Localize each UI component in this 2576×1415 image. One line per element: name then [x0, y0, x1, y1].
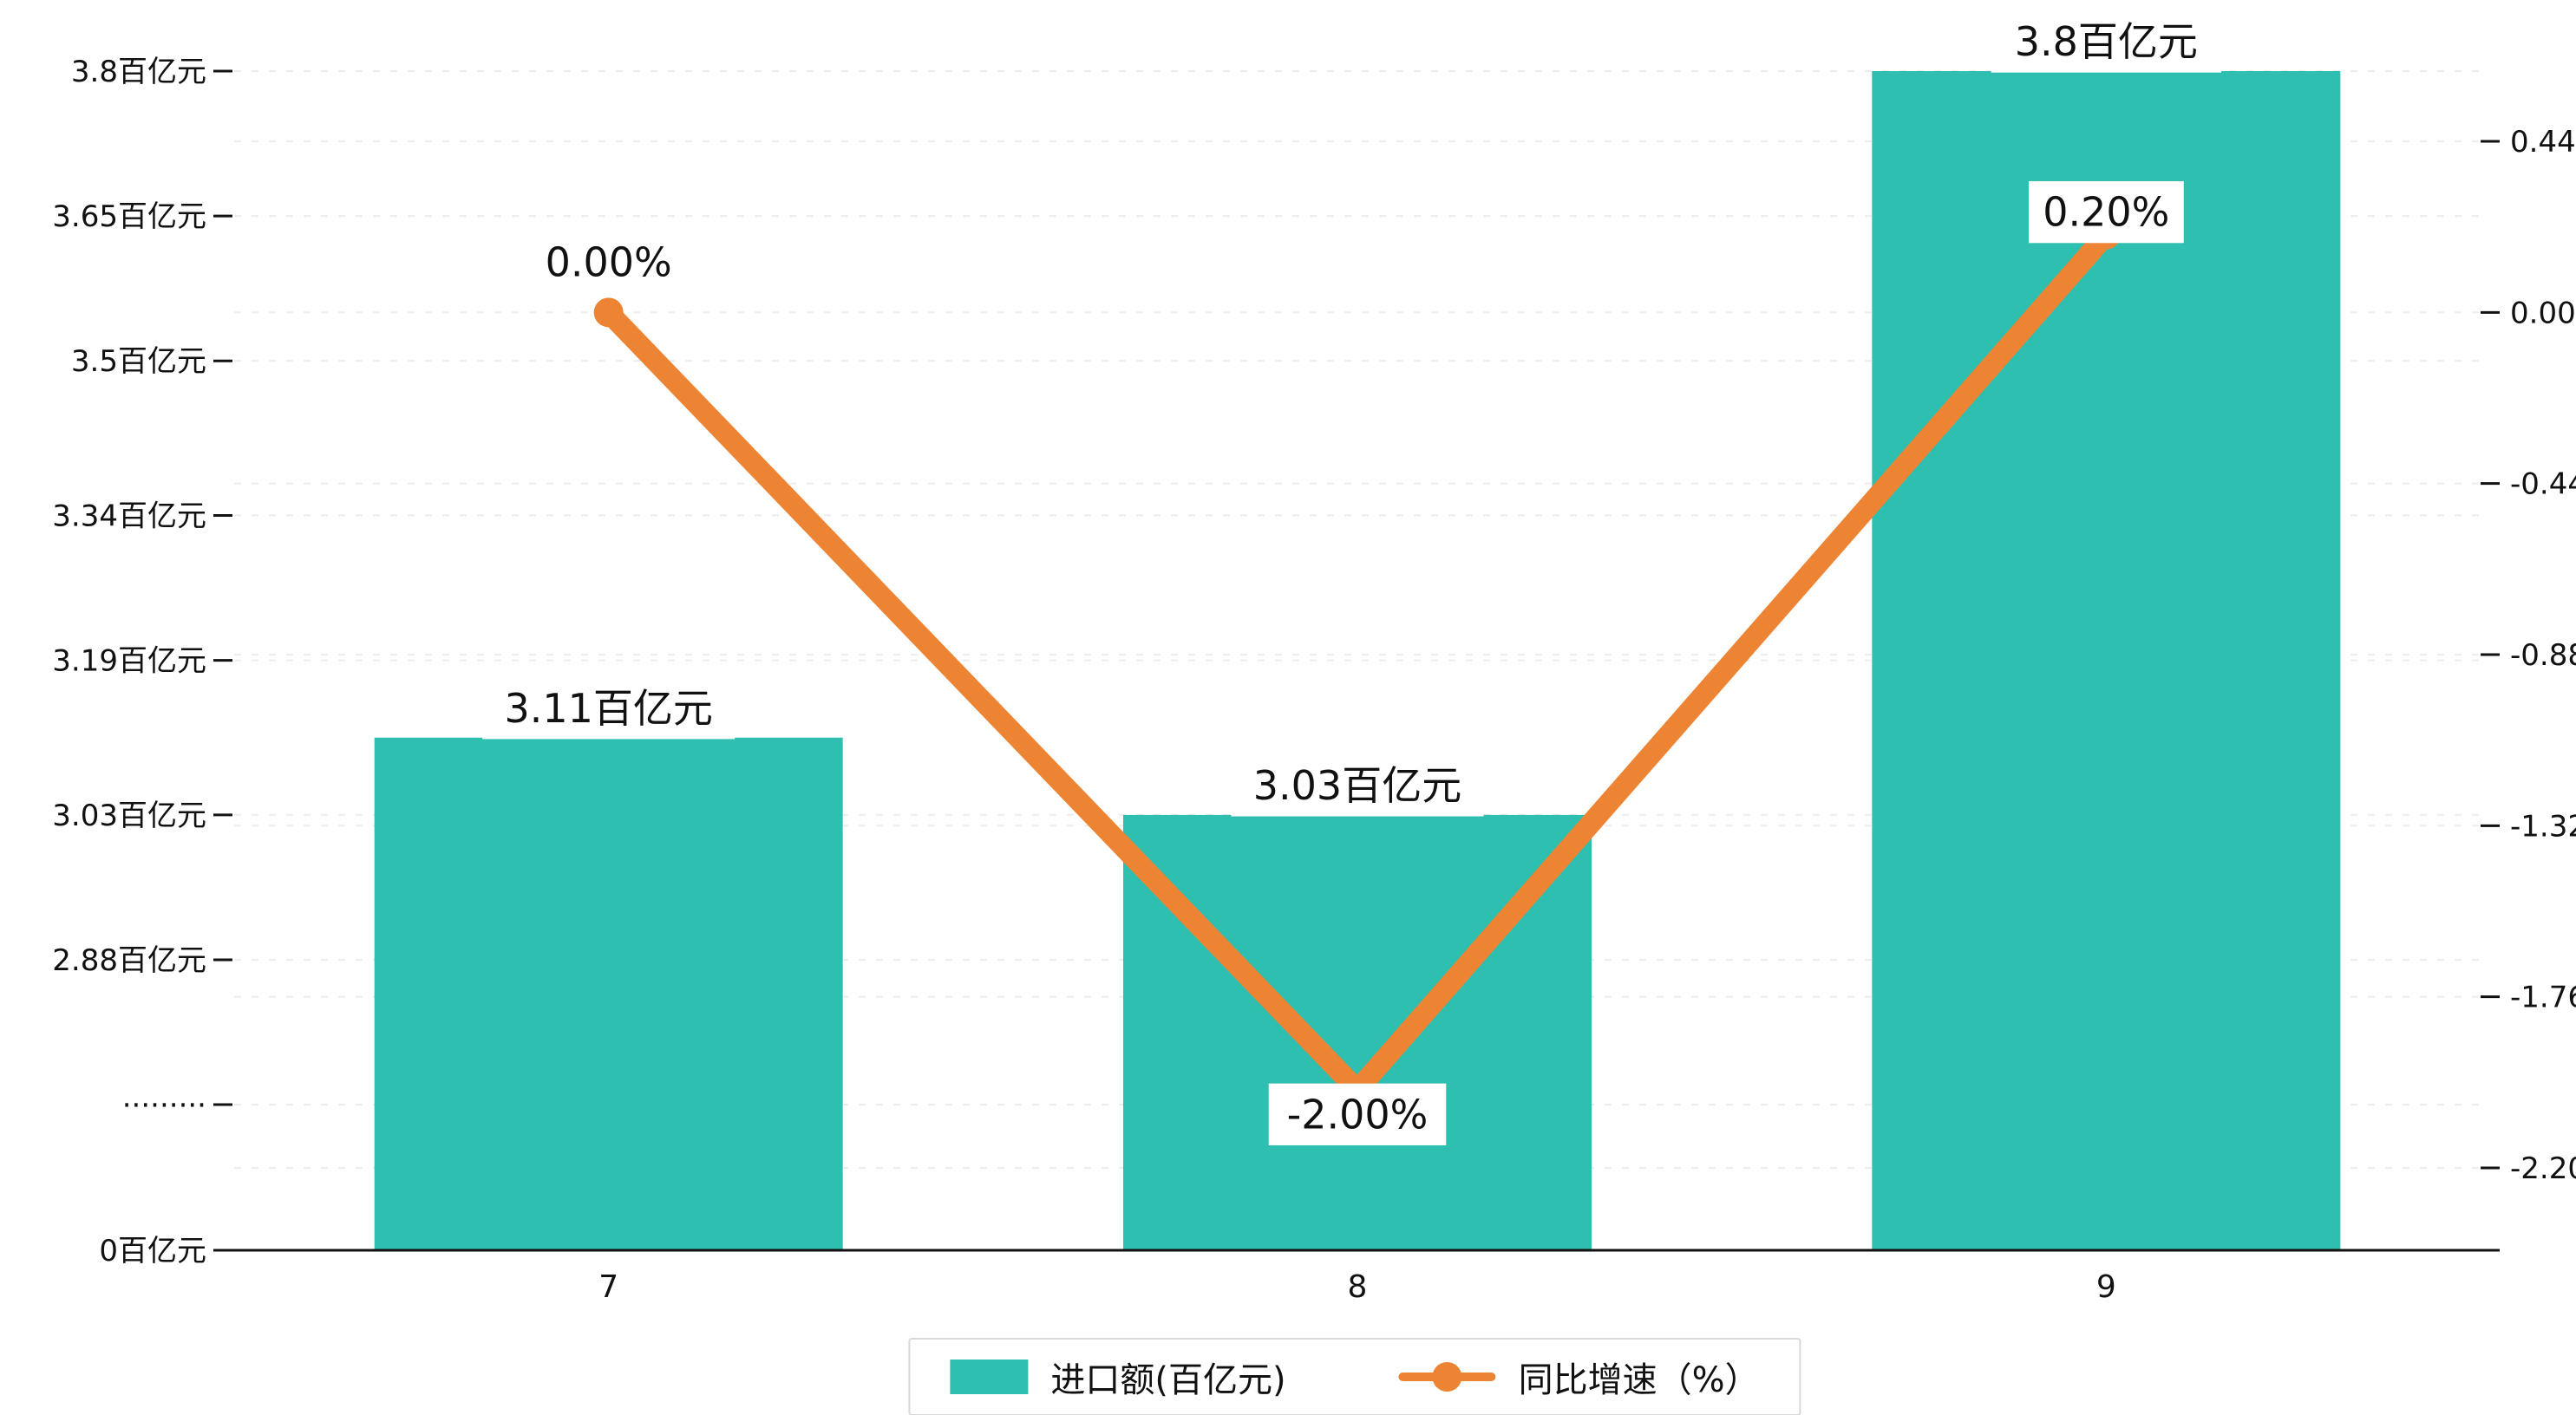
- legend: 进口额(百亿元) 同比增速（%）: [908, 1338, 1801, 1415]
- left-axis-tick-label: 2.88百亿元: [52, 943, 206, 978]
- left-axis-tick-label: ·········: [122, 1088, 206, 1123]
- right-axis-tick-label: -0.44: [2510, 467, 2576, 502]
- tick-labels: 3.8百亿元 3.65百亿元 3.5百亿元 3.34百亿元 3.19百亿元 3.03百亿元…: [52, 55, 2576, 1305]
- right-axis-tick-label: 0.00: [2510, 296, 2576, 330]
- data-label: 0.20%: [2043, 189, 2169, 236]
- x-axis-tick-label: 8: [1348, 1269, 1368, 1305]
- bar-swatch-icon: [950, 1360, 1029, 1394]
- left-axis-tick-label: 3.03百亿元: [52, 799, 206, 833]
- left-axis-tick-label: 3.19百亿元: [52, 644, 206, 679]
- legend-label-growth: 同比增速（%）: [1518, 1360, 1760, 1400]
- bar-series: [374, 71, 2341, 1250]
- right-axis-tick-label: 0.44: [2510, 125, 2576, 160]
- data-label-bg: [2028, 180, 2184, 244]
- line-point-marker: [593, 297, 624, 328]
- legend-dot-glyph: [1432, 1362, 1462, 1392]
- right-axis-tick-label: -0.88: [2510, 638, 2576, 673]
- bar: [1872, 71, 2341, 1250]
- left-axis-tick-label: 3.8百亿元: [71, 55, 206, 89]
- data-label-bg: [1268, 1083, 1447, 1145]
- legend-label-imports: 进口额(百亿元): [1050, 1360, 1286, 1400]
- left-axis-tick-label: 3.5百亿元: [71, 344, 206, 379]
- bar: [1123, 814, 1592, 1250]
- left-axis-tick-label: 3.65百亿元: [52, 199, 206, 234]
- data-label-bg: [482, 677, 736, 740]
- legend-item-imports: 进口额(百亿元): [950, 1352, 1286, 1402]
- left-axis-tick-label: 0百亿元: [99, 1234, 206, 1268]
- right-axis-tick-label: -1.32: [2510, 809, 2576, 844]
- data-labels: 3.11百亿元 3.03百亿元 3.8百亿元 0.00% -2.00% 0.20%: [482, 10, 2221, 1145]
- right-axis-tick-label: -1.76: [2510, 981, 2576, 1015]
- data-label: 3.11百亿元: [504, 685, 712, 732]
- data-label: 0.00%: [546, 238, 672, 285]
- data-label-bg: [531, 231, 687, 293]
- data-label-bg: [1991, 10, 2221, 73]
- data-label: 3.03百亿元: [1253, 762, 1461, 809]
- bar: [374, 737, 843, 1250]
- right-axis-tick-label: -2.20: [2510, 1151, 2576, 1186]
- left-axis-tick-label: 3.34百亿元: [52, 499, 206, 534]
- x-axis-tick-label: 9: [2096, 1269, 2116, 1305]
- data-label-bg: [1231, 754, 1484, 817]
- data-label: 3.8百亿元: [2015, 18, 2198, 65]
- x-axis-tick-label: 7: [598, 1269, 618, 1305]
- data-label: -2.00%: [1287, 1091, 1429, 1138]
- axes: [213, 69, 2500, 1252]
- legend-item-growth: 同比增速（%）: [1398, 1352, 1760, 1402]
- line-circle-icon: [1398, 1360, 1496, 1394]
